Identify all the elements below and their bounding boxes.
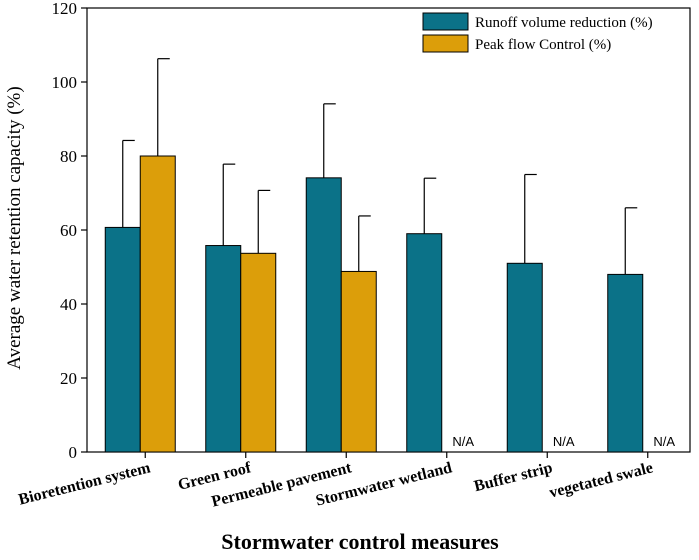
y-tick-label: 100 [52, 73, 78, 92]
bar [305, 177, 342, 453]
x-tick-label: Bioretention system [17, 459, 153, 508]
plot-frame [86, 7, 691, 453]
y-tick-label: 20 [60, 369, 77, 388]
bar [506, 262, 543, 453]
y-tick-label: 60 [60, 221, 77, 240]
na-label: N/A [653, 434, 675, 449]
y-tick-label: 40 [60, 295, 77, 314]
legend-swatch [422, 12, 469, 31]
legend: Runoff volume reduction (%) Peak flow Con… [422, 12, 653, 53]
y-tick-label: 120 [52, 0, 78, 18]
bar [607, 273, 644, 453]
na-label: N/A [553, 434, 575, 449]
bar [240, 252, 277, 453]
y-tick-label: 80 [60, 147, 77, 166]
x-tick-label: Buffer strip [472, 459, 554, 495]
bars-layer: N/A N/A N/A [104, 58, 675, 453]
bar [205, 245, 242, 453]
x-axis-label: Stormwater control measures [221, 529, 499, 554]
y-axis-label: Average water retention capacity (%) [4, 86, 25, 369]
bar [406, 233, 443, 453]
legend-swatch [422, 34, 469, 53]
bar [104, 226, 141, 453]
bar [340, 270, 377, 453]
x-tick-label: vegetated swale [548, 459, 655, 501]
legend-label: Peak flow Control (%) [475, 37, 611, 53]
legend-label: Runoff volume reduction (%) [475, 15, 653, 31]
bar [139, 155, 176, 453]
na-label: N/A [452, 434, 474, 449]
y-tick-label: 0 [69, 443, 78, 462]
